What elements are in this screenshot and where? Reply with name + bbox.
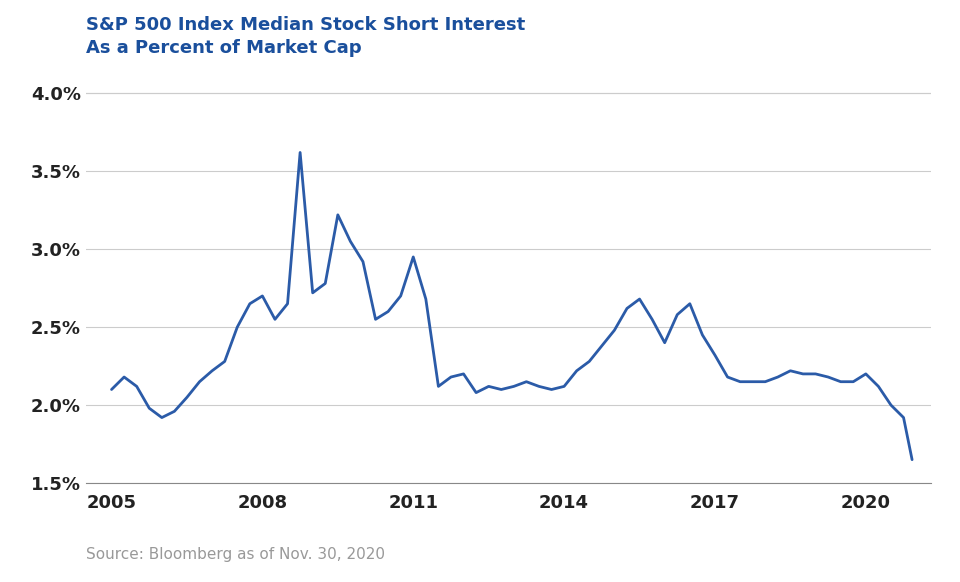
Text: Source: Bloomberg as of Nov. 30, 2020: Source: Bloomberg as of Nov. 30, 2020	[86, 546, 385, 562]
Text: S&P 500 Index Median Stock Short Interest
As a Percent of Market Cap: S&P 500 Index Median Stock Short Interes…	[86, 16, 526, 57]
